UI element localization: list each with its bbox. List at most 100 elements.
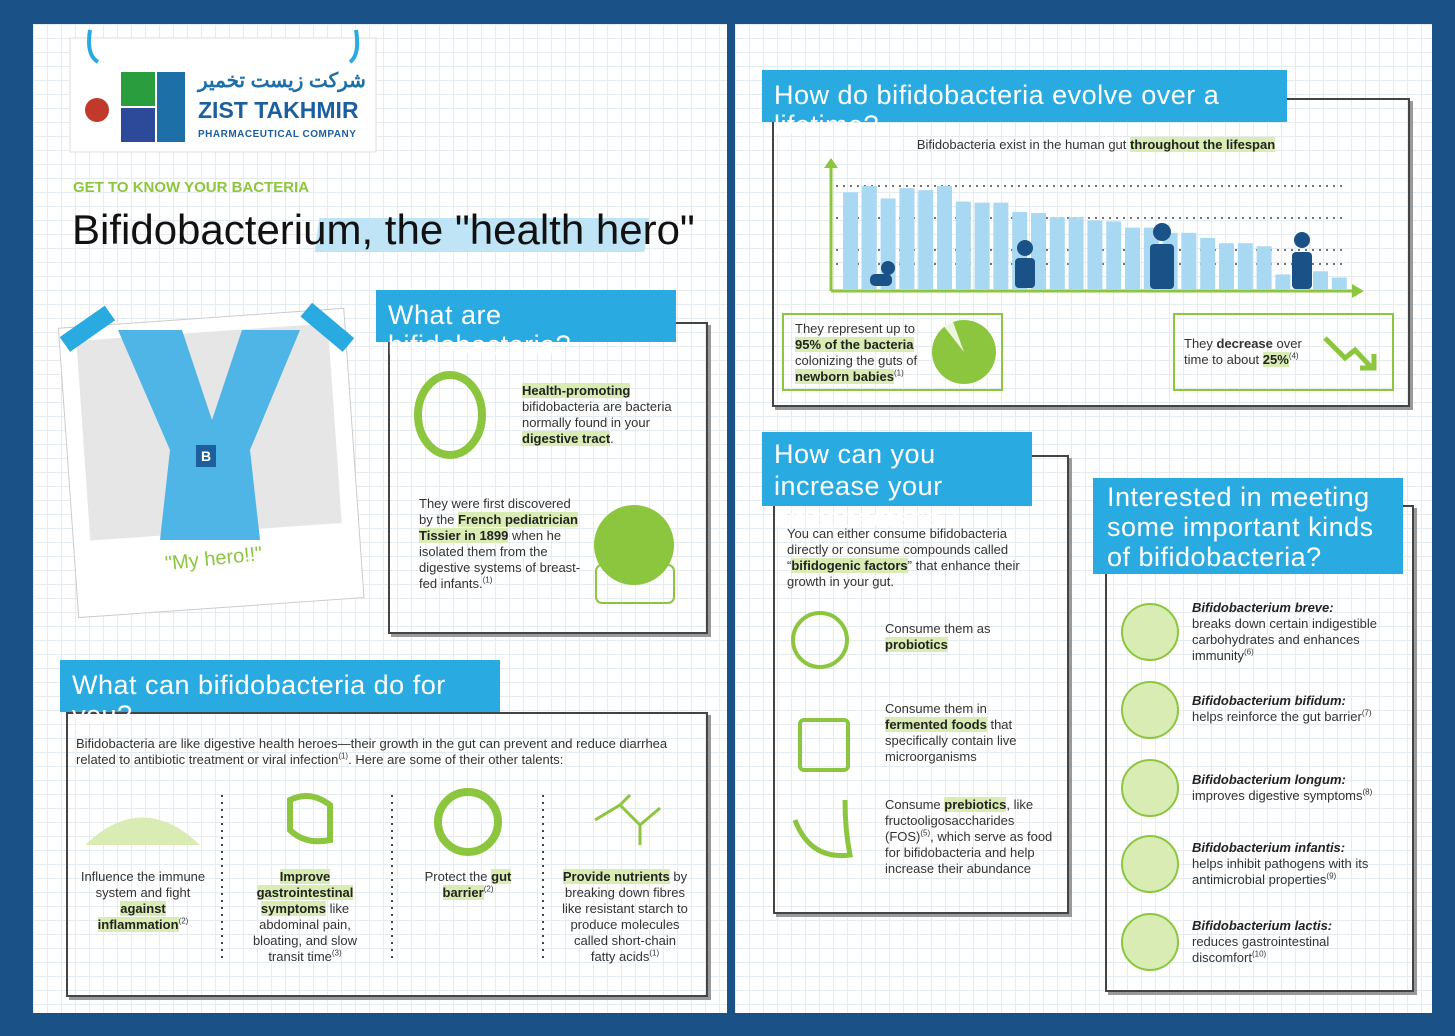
highlight: against inflammation	[97, 901, 179, 932]
text-run: , which serve as food for bifidobacteria…	[885, 829, 1053, 876]
bar	[1275, 274, 1291, 290]
tape	[59, 305, 116, 352]
text-run: reduces gastrointestinal discomfort	[1192, 934, 1330, 965]
kind-name: Bifidobacterium longum:	[1192, 772, 1346, 787]
kicker: GET TO KNOW YOUR BACTERIA	[73, 179, 310, 196]
logo-emblem	[85, 98, 109, 122]
paperclip	[87, 29, 360, 64]
bar	[974, 202, 990, 290]
bar	[1237, 243, 1253, 290]
kind-name: Bifidobacterium breve:	[1192, 600, 1334, 615]
callout: They represent up to 95% of the bacteria…	[795, 321, 935, 385]
talent: Improve gastrointestinal symptoms like a…	[240, 869, 370, 965]
tape	[300, 302, 355, 352]
text-run: .	[610, 431, 614, 446]
text-run: by breaking down fibres like resistant s…	[562, 869, 688, 964]
bar	[1313, 271, 1328, 290]
paragraph: They were first discovered by the French…	[419, 496, 581, 592]
kind-name: Bifidobacterium bifidum:	[1192, 693, 1346, 708]
text-run: bifidobacteria are bacteria normally fou…	[522, 399, 672, 430]
gut-icon	[287, 793, 333, 845]
text-run: like abdominal pain, bloating, and slow …	[252, 901, 358, 964]
bar	[1125, 227, 1140, 290]
hero-figure	[118, 330, 300, 540]
newborn-box	[782, 313, 1003, 391]
paragraph: You can either consume bifidobacteria di…	[787, 526, 1049, 590]
kind-desc: breaks down certain indigestible carbohy…	[1192, 616, 1402, 664]
paragraph: Health-promoting bifidobacteria are bact…	[522, 383, 690, 447]
reference: (7)	[1361, 708, 1372, 718]
reference: (1)	[649, 948, 660, 958]
way: Consume prebiotics, like fructooligosacc…	[885, 797, 1053, 877]
bar	[918, 190, 934, 290]
text-run: They represent up to	[795, 321, 915, 336]
reference: (10)	[1251, 949, 1267, 959]
bar	[1200, 238, 1216, 290]
kind-name: Bifidobacterium infantis:	[1192, 840, 1346, 855]
section-heading: What are bifidobacteria?	[376, 290, 676, 360]
kind-desc: helps inhibit pathogens with its antimic…	[1192, 856, 1402, 888]
way: Consume them as probiotics	[885, 621, 1050, 653]
text-run: decrease	[1216, 336, 1273, 351]
logo-mark	[157, 72, 185, 142]
people-figures	[870, 223, 1312, 289]
reference: (1)	[482, 575, 493, 585]
highlight: Provide nutrients	[562, 869, 670, 884]
text-run: Bifidobacteria exist in the human gut	[916, 137, 1131, 152]
reference: (9)	[1326, 871, 1337, 881]
text-run: , like fructooligosaccharides (FOS)	[885, 797, 1034, 844]
section-heading: What can bifidobacteria do for you?	[60, 660, 500, 730]
reference: (8)	[1362, 787, 1373, 797]
highlight: probiotics	[885, 637, 948, 652]
text-run: over time to about	[1184, 336, 1302, 367]
hero-badge: B	[196, 445, 216, 467]
reference: (2)	[483, 884, 494, 894]
logo-mark	[121, 72, 155, 106]
talent: Protect the gut barrier(2)	[408, 869, 528, 901]
kind-item: Bifidobacterium bifidum: helps reinforce …	[1192, 693, 1402, 725]
highlight: bifidogenic factors	[791, 558, 908, 573]
reference: (1)	[893, 368, 904, 378]
bacteria-icons	[1121, 603, 1179, 971]
kind-desc: reduces gastrointestinal discomfort(10)	[1192, 934, 1402, 966]
bar	[843, 192, 858, 290]
text-run: Bifidobacteria are like digestive health…	[76, 736, 668, 767]
bar	[937, 186, 952, 290]
pie-slice	[931, 320, 996, 384]
reference: (5)	[920, 828, 931, 838]
reference: (4)	[1288, 351, 1299, 361]
bar	[1219, 243, 1234, 290]
text-run: Consume	[885, 797, 945, 812]
molecule-icon	[594, 793, 661, 845]
bar	[993, 202, 1009, 290]
text-run: Protect the	[424, 869, 492, 884]
text-run: They were first discovered by the	[419, 496, 571, 527]
text-run: colonizing the guts of	[795, 353, 918, 368]
company-sub: PHARMACEUTICAL COMPANY	[198, 129, 357, 140]
reference: (6)	[1244, 647, 1254, 657]
text-run: Influence the immune system and fight	[80, 869, 206, 900]
bar	[899, 188, 915, 290]
do-for-you-box	[66, 712, 708, 997]
chart-subtitle: Bifidobacteria exist in the human gut th…	[846, 137, 1346, 153]
talent: Provide nutrients by breaking down fibre…	[560, 869, 690, 965]
decrease-arrow	[1323, 336, 1377, 371]
kind-item: Bifidobacterium lactis: reduces gastroint…	[1192, 918, 1402, 966]
doctor-icon	[595, 564, 675, 604]
title: Bifidobacterium, the "health hero"	[72, 206, 695, 253]
paragraph: Bifidobacteria are like digestive health…	[76, 736, 701, 768]
banana-icon	[792, 799, 853, 859]
section-heading: Interested in meeting some important kin…	[1093, 478, 1403, 574]
reference: (3)	[331, 948, 342, 958]
yogurt-icon	[798, 718, 850, 772]
chart-axes	[824, 158, 1364, 298]
bar	[1087, 220, 1103, 290]
highlight: throughout the lifespan	[1130, 137, 1276, 152]
text-run: . Here are some of their other talents:	[348, 752, 564, 767]
text-run: Consume them as	[885, 621, 991, 636]
text-run: breaks down certain indigestible carbohy…	[1192, 616, 1377, 663]
highlight: 25%	[1262, 352, 1289, 367]
company-name: ZIST TAKHMIR	[198, 97, 359, 123]
highlight: 95% of the bacteria	[795, 337, 914, 352]
